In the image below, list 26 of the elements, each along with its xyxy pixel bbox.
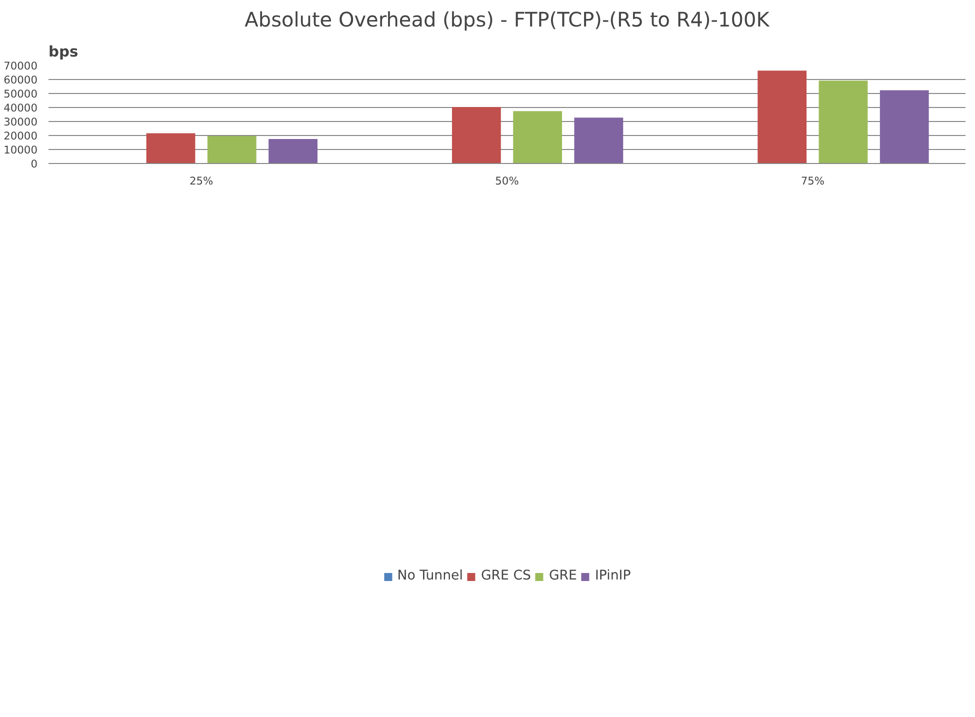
bar — [268, 139, 318, 164]
y-tick-label: 60000 — [4, 74, 38, 86]
y-tick-label: 20000 — [4, 130, 38, 142]
bar — [818, 80, 868, 164]
legend-label: No Tunnel — [397, 568, 463, 584]
x-tick-label: 25% — [189, 174, 214, 188]
bar — [758, 70, 807, 164]
legend-label: GRE — [548, 568, 577, 584]
y-tick-label: 70000 — [4, 60, 38, 72]
bar — [146, 133, 196, 164]
x-tick-label: 50% — [495, 174, 519, 188]
bar — [880, 90, 929, 164]
y-axis-title: bps — [48, 44, 78, 60]
bar — [452, 106, 501, 164]
y-tick-label: 50000 — [4, 88, 38, 100]
x-tick-label: 75% — [800, 174, 825, 188]
chart-title: Absolute Overhead (bps) - FTP(TCP)-(R5 to R4)-100K — [244, 8, 770, 32]
y-tick-label: 0 — [30, 158, 38, 170]
bar — [207, 136, 256, 164]
bar — [513, 111, 562, 164]
y-tick-label: 40000 — [4, 102, 38, 114]
bar — [574, 118, 624, 164]
y-tick-label: 30000 — [4, 116, 38, 128]
legend-label: IPinIP — [594, 568, 631, 584]
legend-label: GRE CS — [480, 568, 531, 584]
y-tick-label: 10000 — [4, 144, 38, 156]
